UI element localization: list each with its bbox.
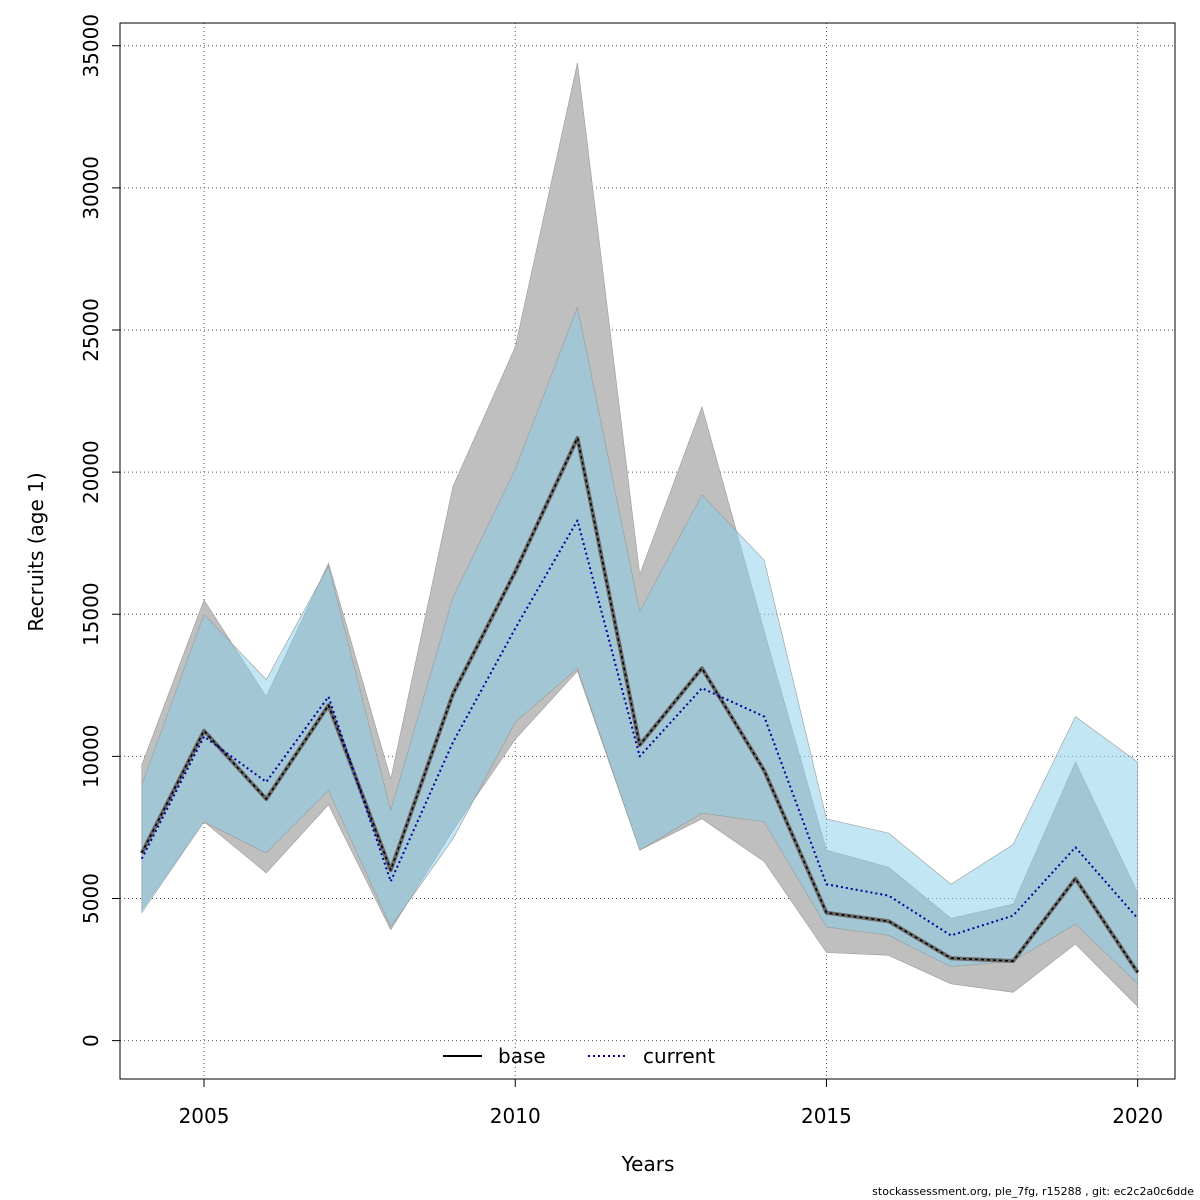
x-tick-label: 2020 [1112, 1104, 1163, 1128]
x-tick-label: 2010 [490, 1104, 541, 1128]
footer-note: stockassessment.org, ple_7fg, r15288 , g… [872, 1185, 1194, 1198]
series-lines [140, 436, 1140, 974]
y-axis-title: Recruits (age 1) [24, 472, 48, 631]
legend: base current [443, 1044, 715, 1068]
series-line-base [141, 437, 1139, 973]
x-tick-label: 2015 [801, 1104, 852, 1128]
y-tick-label: 5000 [79, 873, 103, 924]
x-tick-label: 2005 [179, 1104, 230, 1128]
y-tick-label: 15000 [79, 582, 103, 646]
axis-ticks: 2005 2010 2015 2020 0 5000 10000 15000 20000 2500… [79, 14, 1163, 1128]
confidence-band-current [141, 306, 1138, 985]
y-tick-label: 30000 [79, 156, 103, 220]
legend-label-current: current [643, 1044, 715, 1068]
legend-label-base: base [498, 1044, 546, 1068]
y-tick-label: 10000 [79, 725, 103, 789]
y-tick-label: 0 [79, 1034, 103, 1047]
x-axis-title: Years [621, 1152, 675, 1176]
plot-frame [119, 22, 1176, 1080]
y-tick-label: 20000 [79, 440, 103, 504]
y-tick-label: 35000 [79, 14, 103, 78]
y-tick-label: 25000 [79, 298, 103, 362]
series-line-current [140, 519, 1139, 937]
confidence-bands [141, 62, 1138, 1008]
